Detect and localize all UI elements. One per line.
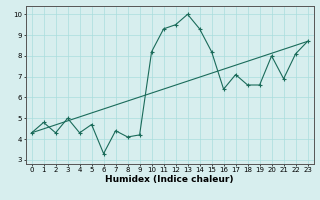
X-axis label: Humidex (Indice chaleur): Humidex (Indice chaleur) <box>105 175 234 184</box>
